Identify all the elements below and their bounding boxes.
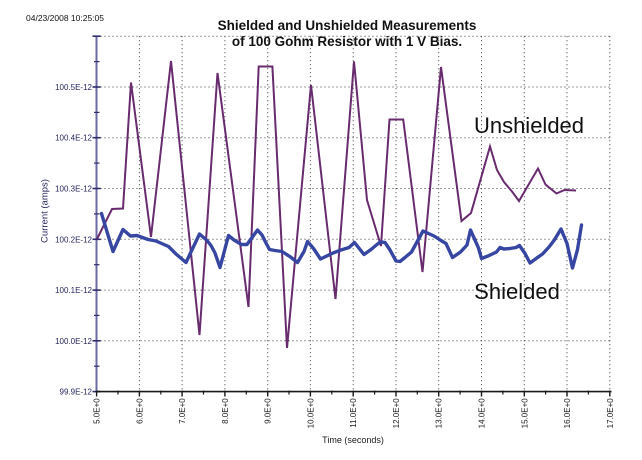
svg-text:17.0E+0: 17.0E+0	[606, 398, 615, 429]
svg-text:10.0E+0: 10.0E+0	[306, 398, 315, 429]
svg-text:8.0E+0: 8.0E+0	[221, 398, 230, 424]
svg-text:5.0E+0: 5.0E+0	[93, 398, 102, 424]
svg-text:14.0E+0: 14.0E+0	[478, 398, 487, 429]
svg-text:100.3E-12: 100.3E-12	[55, 185, 92, 194]
svg-text:100.2E-12: 100.2E-12	[55, 235, 92, 244]
svg-text:7.0E+0: 7.0E+0	[178, 398, 187, 424]
svg-text:13.0E+0: 13.0E+0	[435, 398, 444, 429]
svg-text:Current (amps): Current (amps)	[40, 179, 51, 243]
svg-text:of 100 Gohm Resistor with 1 V: of 100 Gohm Resistor with 1 V Bias.	[232, 34, 462, 49]
svg-text:99.9E-12: 99.9E-12	[60, 388, 93, 397]
svg-text:9.0E+0: 9.0E+0	[264, 398, 273, 424]
svg-text:15.0E+0: 15.0E+0	[520, 398, 529, 429]
svg-text:6.0E+0: 6.0E+0	[135, 398, 144, 424]
svg-text:100.1E-12: 100.1E-12	[55, 286, 92, 295]
svg-text:100.0E-12: 100.0E-12	[55, 337, 92, 346]
svg-text:04/23/2008 10:25:05: 04/23/2008 10:25:05	[26, 13, 104, 23]
svg-text:Unshielded: Unshielded	[474, 113, 584, 138]
svg-text:100.5E-12: 100.5E-12	[55, 83, 92, 92]
svg-text:11.0E+0: 11.0E+0	[349, 398, 358, 428]
svg-text:12.0E+0: 12.0E+0	[392, 398, 401, 429]
svg-text:100.4E-12: 100.4E-12	[55, 134, 92, 143]
svg-text:Shielded: Shielded	[474, 279, 560, 304]
svg-text:16.0E+0: 16.0E+0	[563, 398, 572, 429]
svg-text:Shielded and Unshielded Measur: Shielded and Unshielded Measurements	[218, 18, 477, 33]
svg-text:Time (seconds): Time (seconds)	[322, 435, 384, 445]
